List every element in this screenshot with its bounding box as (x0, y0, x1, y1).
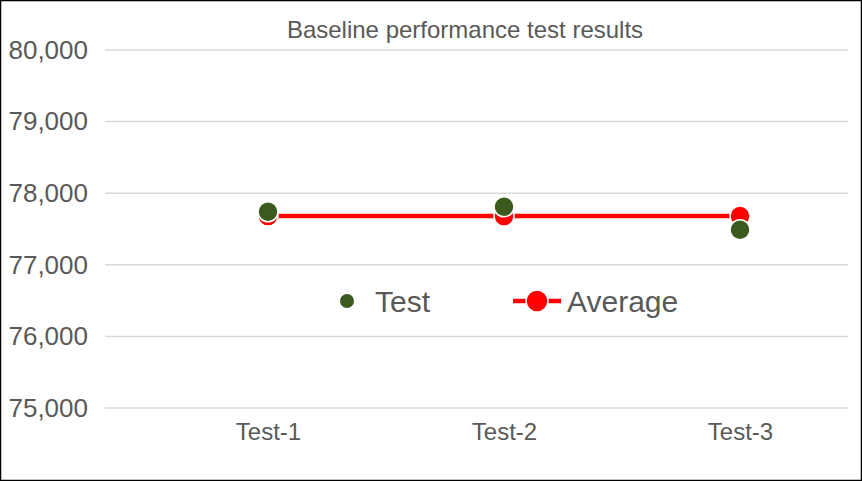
y-tick-label: 80,000 (8, 35, 88, 65)
y-tick: 76,000 (8, 321, 88, 351)
y-tick: 80,000 (8, 35, 88, 65)
legend-label: Test (375, 285, 431, 318)
legend-swatch (340, 294, 354, 308)
marker (258, 202, 278, 222)
plot-area (258, 197, 750, 240)
chart-frame (1, 1, 862, 481)
x-tick-label: Test-1 (236, 418, 301, 445)
y-axis: 75,000 76,000 77,000 78,000 79,000 80,000 (8, 35, 88, 423)
grid-line (105, 264, 848, 266)
legend-label: Average (567, 285, 678, 318)
x-tick: Test-2 (472, 418, 537, 445)
grid (105, 50, 848, 408)
legend: Test Average (340, 285, 678, 318)
y-tick-label: 75,000 (8, 393, 88, 423)
x-tick: Test-1 (236, 418, 301, 445)
chart: 75,000 76,000 77,000 78,000 79,000 80,000 Test… (0, 0, 862, 481)
legend-item: Test (340, 285, 431, 318)
grid-line (105, 121, 848, 123)
y-tick: 78,000 (8, 178, 88, 208)
y-tick-label: 77,000 (8, 250, 88, 280)
title: Baseline performance test results (287, 16, 643, 43)
y-tick-label: 78,000 (8, 178, 88, 208)
marker (494, 197, 514, 217)
grid-line (105, 192, 848, 194)
x-tick-label: Test-2 (472, 418, 537, 445)
y-tick-label: 79,000 (8, 106, 88, 136)
x-tick-label: Test-3 (708, 418, 773, 445)
grid-line (105, 336, 848, 338)
marker (730, 220, 750, 240)
y-tick: 77,000 (8, 250, 88, 280)
x-tick: Test-3 (708, 418, 773, 445)
legend-item: Average (513, 285, 678, 318)
x-axis: Test-1 Test-2 Test-3 (236, 418, 773, 445)
grid-line (105, 49, 848, 51)
legend-swatch (526, 290, 548, 312)
series-0 (258, 197, 750, 240)
y-tick: 79,000 (8, 106, 88, 136)
y-axis-line (88, 51, 89, 409)
grid-line (105, 407, 848, 409)
y-tick: 75,000 (8, 393, 88, 423)
y-tick-label: 76,000 (8, 321, 88, 351)
